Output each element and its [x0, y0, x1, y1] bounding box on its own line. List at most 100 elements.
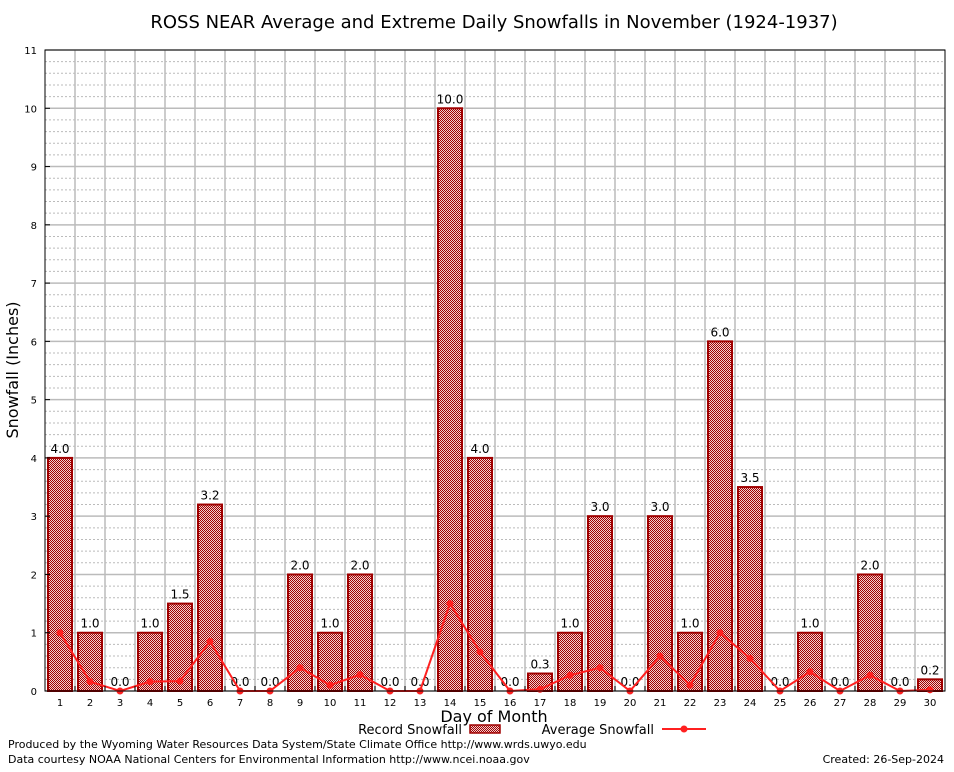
x-tick-label: 19: [594, 698, 607, 709]
bar-value-label: 1.0: [680, 617, 699, 631]
y-tick-label: 0: [31, 687, 37, 698]
record-bar: [557, 631, 583, 693]
average-point: [746, 654, 754, 662]
x-tick-label: 11: [354, 698, 367, 709]
y-tick-label: 6: [31, 337, 37, 348]
y-tick-label: 2: [31, 570, 37, 581]
average-point: [716, 629, 724, 637]
x-tick-label: 26: [804, 698, 817, 709]
x-tick-label: 7: [237, 698, 243, 709]
average-point: [296, 664, 304, 672]
bar-value-label: 0.0: [110, 675, 129, 689]
bar-value-label: 0.3: [530, 658, 549, 672]
average-point: [866, 671, 874, 679]
x-tick-label: 27: [834, 698, 847, 709]
bar-value-label: 1.0: [140, 617, 159, 631]
record-bar: [857, 573, 883, 692]
chart-title: ROSS NEAR Average and Extreme Daily Snow…: [150, 12, 837, 33]
average-point: [686, 681, 694, 689]
x-tick-label: 22: [684, 698, 697, 709]
x-tick-label: 13: [414, 698, 427, 709]
average-point: [86, 678, 94, 686]
x-tick-label: 3: [117, 698, 123, 709]
footer-produced-by: Produced by the Wyoming Water Resources …: [8, 738, 587, 751]
average-point: [596, 664, 604, 672]
record-bar: [437, 107, 463, 693]
average-point: [206, 637, 214, 645]
y-tick-label: 10: [24, 104, 37, 115]
y-tick-label: 4: [31, 454, 37, 465]
average-point: [656, 652, 664, 660]
y-tick-label: 8: [31, 221, 37, 232]
x-tick-label: 16: [504, 698, 517, 709]
x-tick-label: 1: [57, 698, 63, 709]
y-tick-label: 7: [31, 279, 37, 290]
average-point: [926, 686, 934, 694]
legend: Record Snowfall Average Snowfall: [358, 723, 706, 738]
bar-value-label: 0.0: [260, 675, 279, 689]
record-bar: [197, 503, 223, 693]
footer-created: Created: 26-Sep-2024: [823, 753, 944, 766]
average-point: [536, 685, 544, 693]
x-tick-label: 25: [774, 698, 787, 709]
x-tick-label: 2: [87, 698, 93, 709]
bar-value-label: 1.0: [320, 617, 339, 631]
bar-value-label: 0.2: [920, 663, 939, 677]
average-point: [56, 629, 64, 637]
y-tick-label: 5: [31, 396, 37, 407]
x-tick-label: 15: [474, 698, 487, 709]
x-tick-label: 18: [564, 698, 577, 709]
x-tick-label: 8: [267, 698, 273, 709]
x-tick-label: 9: [297, 698, 303, 709]
legend-average-label: Average Snowfall: [542, 723, 654, 738]
x-axis-label: Day of Month: [440, 707, 547, 726]
bar-value-label: 3.2: [200, 489, 219, 503]
bar-value-label: 2.0: [860, 558, 879, 572]
bar-value-label: 10.0: [437, 92, 464, 106]
x-tick-label: 12: [384, 698, 397, 709]
bar-value-label: 1.5: [170, 588, 189, 602]
legend-average-marker: [680, 725, 688, 733]
bar-value-label: 0.0: [380, 675, 399, 689]
x-tick-label: 24: [744, 698, 757, 709]
y-tick-label: 9: [31, 163, 37, 174]
record-bar: [797, 631, 823, 693]
average-point: [326, 681, 334, 689]
y-tick-label: 1: [31, 629, 37, 640]
average-point: [566, 671, 574, 679]
bars: 4.0 1.0 0.0 1.0 1.5 3.2 0.0 0.0 2.0 1.0 2.0 0.0 0.0 1…: [47, 92, 943, 693]
bar-value-label: 3.0: [650, 500, 669, 514]
average-point: [476, 648, 484, 656]
bar-value-label: 6.0: [710, 325, 729, 339]
average-point: [446, 600, 454, 608]
x-tick-label: 20: [624, 698, 637, 709]
average-point: [806, 668, 814, 676]
x-tick-label: 10: [324, 698, 337, 709]
average-line: [56, 600, 934, 695]
x-tick-label: 6: [207, 698, 213, 709]
bar-value-label: 4.0: [470, 442, 489, 456]
bar-value-label: 3.5: [740, 471, 759, 485]
x-tick-label: 21: [654, 698, 667, 709]
x-tick-label: 28: [864, 698, 877, 709]
bar-value-label: 0.0: [230, 675, 249, 689]
y-tick-label: 3: [31, 512, 37, 523]
bar-value-label: 4.0: [50, 442, 69, 456]
y-axis-label: Snowfall (Inches): [3, 301, 22, 438]
average-point: [146, 678, 154, 686]
bar-value-label: 0.0: [830, 675, 849, 689]
footer-courtesy: Data courtesy NOAA National Centers for …: [8, 753, 530, 766]
x-tick-label: 14: [444, 698, 457, 709]
x-tick-label: 23: [714, 698, 727, 709]
record-bar: [47, 456, 73, 692]
y-tick-label: 11: [24, 46, 37, 57]
legend-record-swatch: [469, 724, 501, 734]
bar-value-label: 1.0: [800, 617, 819, 631]
bar-value-label: 3.0: [590, 500, 609, 514]
bar-value-label: 1.0: [80, 617, 99, 631]
x-tick-label: 17: [534, 698, 547, 709]
x-tick-label: 4: [147, 698, 153, 709]
